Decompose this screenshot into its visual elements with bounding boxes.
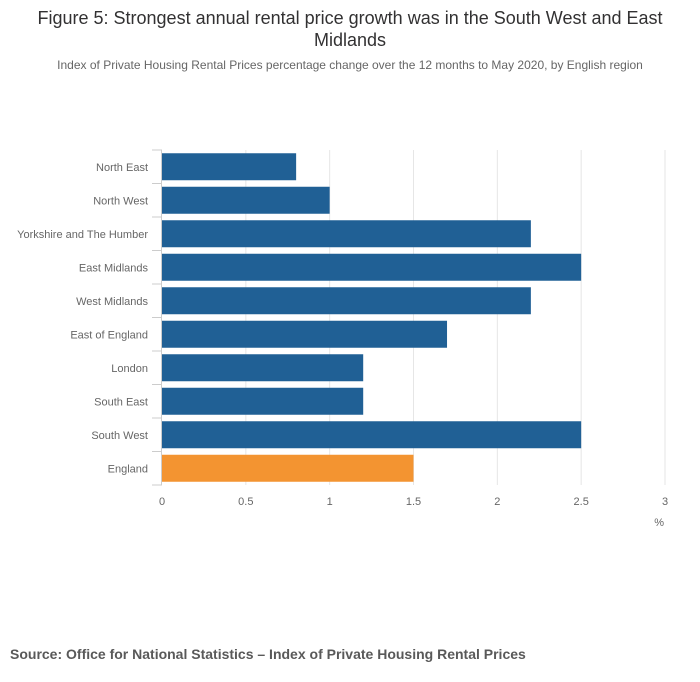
bar-west-midlands <box>162 287 531 315</box>
chart-title: Figure 5: Strongest annual rental price … <box>37 8 663 50</box>
y-tick-label-west-midlands: West Midlands <box>76 296 148 308</box>
y-tick-label-east-of-england: East of England <box>70 329 148 341</box>
bar-north-east <box>162 153 297 181</box>
y-tick-label-north-west: North West <box>93 195 148 207</box>
bars <box>162 153 582 482</box>
bar-north-west <box>162 186 330 214</box>
x-tick-label-1: 0.5 <box>238 496 253 508</box>
y-tick-label-south-east: South East <box>94 396 148 408</box>
y-tick-label-east-midlands: East Midlands <box>79 262 149 274</box>
source-note: Source: Office for National Statistics –… <box>10 646 526 662</box>
bar-yorkshire-and-the-humber <box>162 220 531 248</box>
chart-subtitle: Index of Private Housing Rental Prices p… <box>57 58 643 72</box>
y-tick-label-london: London <box>111 363 148 375</box>
bar-south-west <box>162 421 582 449</box>
x-tick-label-2: 1 <box>327 496 333 508</box>
bar-england <box>162 454 414 482</box>
y-tick-label-england: England <box>108 463 148 475</box>
x-tick-label-5: 2.5 <box>574 496 589 508</box>
x-tick-label-3: 1.5 <box>406 496 421 508</box>
y-tick-label-south-west: South West <box>91 430 148 442</box>
bar-south-east <box>162 387 364 415</box>
labels: 0 0.5 1 1.5 2 2.5 3 North East North West Yorkshi… <box>17 162 668 508</box>
x-tick-label-0: 0 <box>159 496 165 508</box>
axes <box>152 149 162 486</box>
bar-london <box>162 354 364 382</box>
y-tick-label-north-east: North East <box>96 162 148 174</box>
bar-east-midlands <box>162 253 582 281</box>
x-tick-label-4: 2 <box>494 496 500 508</box>
bar-east-of-england <box>162 320 448 348</box>
x-axis-unit-label: % <box>654 517 664 529</box>
x-tick-label-6: 3 <box>662 496 668 508</box>
y-tick-label-yorkshire-and-the-humber: Yorkshire and The Humber <box>17 229 148 241</box>
